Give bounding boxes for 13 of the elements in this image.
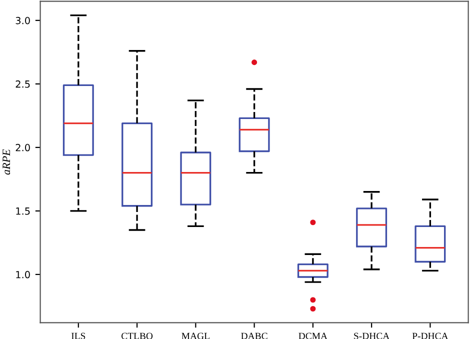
x-tick-label: MAGL [182,332,210,339]
y-tick-label: 1.5 [16,208,30,215]
x-tick-label: S-DHCA [354,332,390,339]
y-tick-label: 2.0 [16,144,30,152]
y-tick-label: 2.5 [16,80,30,88]
y-tick-label: 1.0 [16,270,30,278]
y-tick-label: 3.0 [16,16,30,24]
y-axis-title: aRPE [2,149,10,175]
x-tick-label: ILS [71,332,86,339]
x-tick-label: CTLBO [122,332,153,339]
x-tick-label: P-DHCA [412,332,448,339]
x-tick-label: DABC [241,332,268,339]
x-tick-label: DCMA [298,332,328,339]
